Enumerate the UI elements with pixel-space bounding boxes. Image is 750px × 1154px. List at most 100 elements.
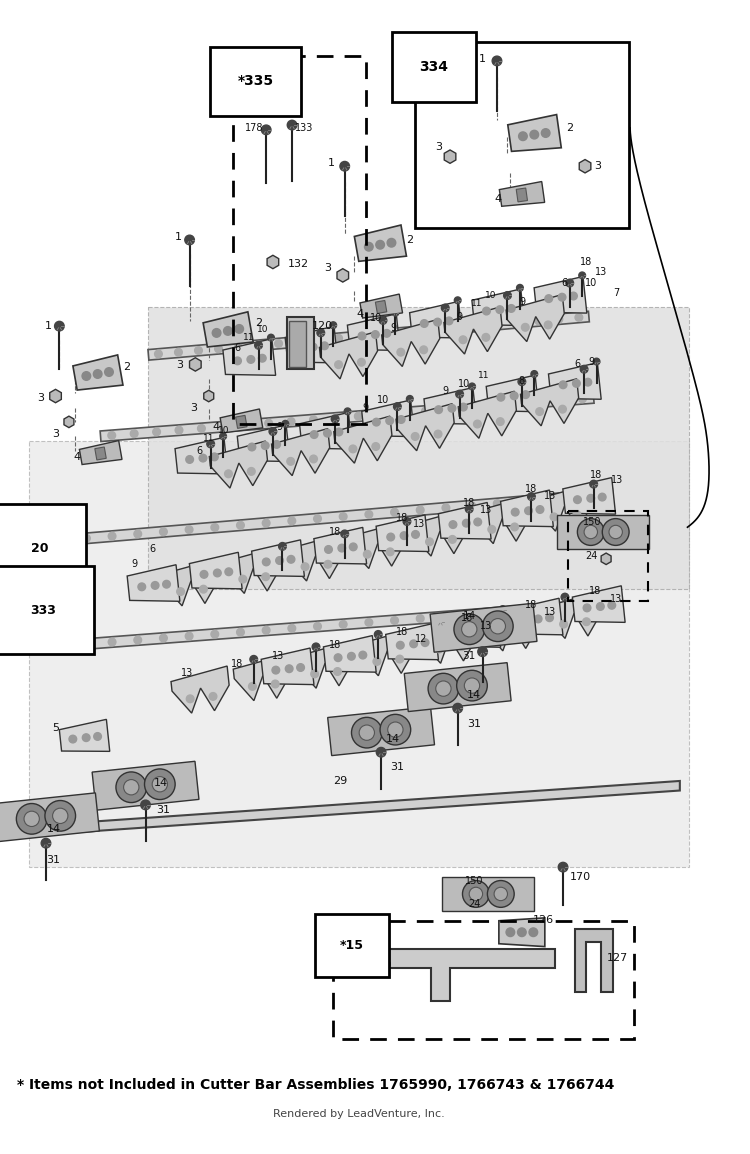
Text: 150: 150	[465, 877, 483, 886]
Polygon shape	[209, 441, 268, 488]
Circle shape	[334, 335, 343, 342]
Text: 18: 18	[580, 257, 592, 267]
Text: *15: *15	[340, 939, 364, 952]
Text: 2: 2	[406, 235, 413, 245]
Polygon shape	[100, 392, 594, 442]
Circle shape	[374, 630, 382, 638]
Circle shape	[473, 420, 482, 428]
Polygon shape	[267, 255, 279, 269]
Text: 24: 24	[468, 899, 480, 908]
Circle shape	[492, 57, 502, 66]
Circle shape	[108, 638, 116, 646]
Circle shape	[371, 331, 380, 338]
Circle shape	[262, 125, 271, 135]
Circle shape	[324, 429, 332, 437]
Polygon shape	[458, 391, 517, 439]
Text: 6: 6	[196, 445, 202, 456]
Circle shape	[544, 605, 553, 613]
Circle shape	[571, 602, 578, 610]
Text: 9: 9	[131, 559, 137, 569]
Circle shape	[160, 527, 167, 535]
Text: 120: 120	[312, 321, 333, 331]
Text: 133: 133	[296, 123, 314, 133]
Circle shape	[497, 632, 506, 640]
Polygon shape	[261, 649, 314, 684]
Circle shape	[494, 887, 508, 900]
Circle shape	[211, 630, 218, 638]
Text: 6: 6	[235, 343, 241, 353]
Text: 1: 1	[44, 321, 52, 331]
Text: 11: 11	[203, 434, 214, 443]
Circle shape	[335, 428, 343, 436]
Text: 3: 3	[52, 429, 59, 440]
Polygon shape	[285, 327, 338, 362]
Circle shape	[556, 397, 564, 404]
Circle shape	[358, 332, 366, 339]
Circle shape	[561, 593, 568, 601]
Circle shape	[248, 467, 255, 475]
Polygon shape	[410, 509, 469, 556]
Text: 24: 24	[586, 550, 598, 561]
Circle shape	[444, 405, 452, 413]
Polygon shape	[382, 320, 440, 367]
Text: 7: 7	[614, 287, 620, 298]
Circle shape	[497, 394, 505, 402]
Polygon shape	[171, 666, 230, 713]
Circle shape	[465, 505, 473, 512]
Circle shape	[510, 392, 518, 399]
Text: 178: 178	[244, 123, 263, 133]
Text: 6: 6	[574, 359, 580, 369]
Circle shape	[124, 780, 139, 795]
Polygon shape	[148, 312, 590, 360]
Circle shape	[434, 430, 442, 437]
Text: 13: 13	[480, 621, 493, 631]
Circle shape	[506, 928, 515, 937]
Polygon shape	[557, 515, 650, 549]
Circle shape	[262, 627, 270, 634]
Polygon shape	[320, 332, 377, 379]
Polygon shape	[175, 437, 228, 474]
Circle shape	[269, 428, 277, 435]
Circle shape	[433, 319, 442, 325]
Polygon shape	[287, 316, 314, 369]
Circle shape	[272, 680, 279, 688]
Circle shape	[200, 455, 207, 462]
Circle shape	[494, 500, 501, 508]
Text: 18: 18	[329, 640, 341, 650]
Text: 10: 10	[585, 278, 597, 288]
Text: 31: 31	[467, 719, 481, 728]
Circle shape	[349, 445, 357, 452]
Circle shape	[185, 526, 193, 533]
Text: 10: 10	[218, 426, 229, 435]
Circle shape	[93, 369, 102, 379]
Text: 9: 9	[277, 421, 283, 432]
Text: 4: 4	[356, 308, 364, 319]
Circle shape	[545, 294, 553, 302]
Circle shape	[518, 928, 526, 937]
Circle shape	[185, 632, 193, 640]
Text: 13: 13	[480, 505, 493, 515]
Circle shape	[391, 509, 398, 516]
Polygon shape	[472, 288, 524, 325]
Text: 18: 18	[590, 586, 602, 597]
Circle shape	[461, 622, 477, 637]
Circle shape	[235, 324, 244, 334]
Circle shape	[57, 642, 64, 650]
Circle shape	[609, 525, 622, 539]
Circle shape	[463, 519, 470, 527]
Circle shape	[359, 651, 367, 659]
Text: 10: 10	[458, 379, 470, 389]
Text: 29: 29	[333, 775, 347, 786]
Circle shape	[224, 327, 232, 335]
Circle shape	[572, 380, 580, 388]
Text: 11: 11	[243, 334, 255, 342]
Circle shape	[212, 329, 221, 337]
Polygon shape	[500, 490, 554, 526]
Circle shape	[542, 129, 550, 137]
Circle shape	[224, 470, 232, 478]
Circle shape	[566, 279, 574, 287]
Circle shape	[573, 511, 580, 518]
Circle shape	[448, 535, 456, 544]
Text: 334: 334	[419, 60, 448, 74]
Polygon shape	[328, 706, 434, 756]
